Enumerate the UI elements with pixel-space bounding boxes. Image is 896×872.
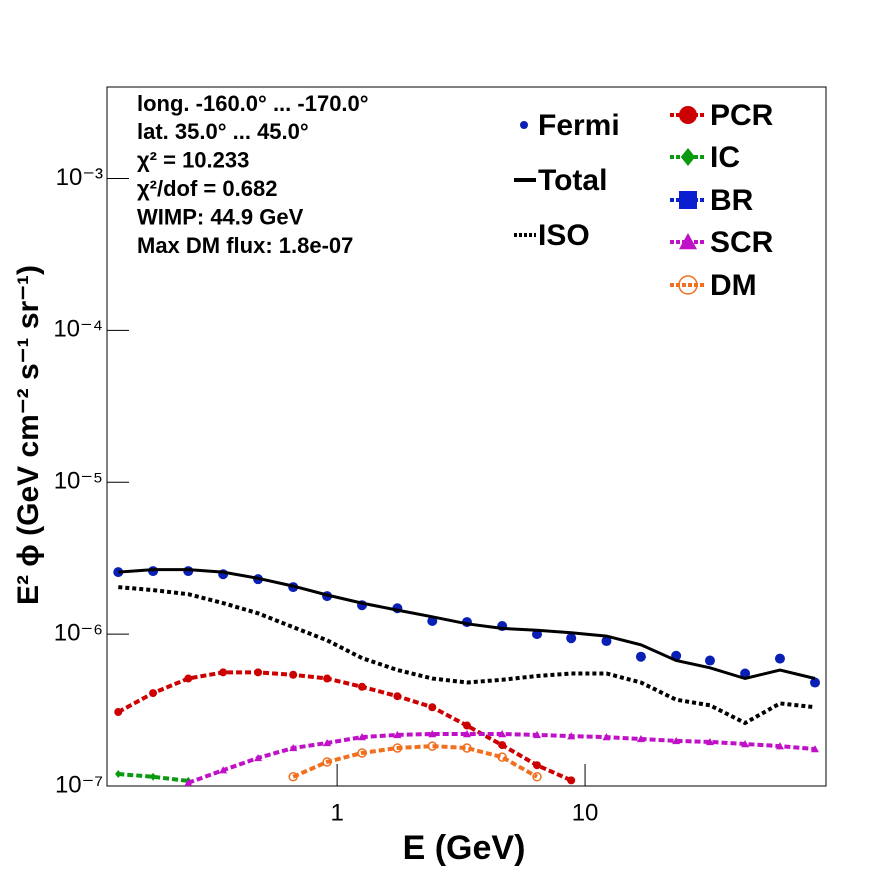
marker — [113, 567, 124, 578]
legend-label: BR — [710, 184, 754, 217]
legend-symbol — [679, 106, 697, 124]
annotation: long. -160.0° ... -170.0° — [137, 91, 369, 116]
marker — [810, 745, 819, 753]
marker — [427, 741, 438, 751]
marker — [149, 772, 157, 781]
marker — [254, 753, 263, 762]
y-tick-label: 10⁻⁷ — [55, 771, 103, 798]
annotation: Max DM flux: 1.8e-07 — [137, 233, 353, 258]
marker — [740, 668, 751, 679]
y-tick-label: 10⁻³ — [56, 164, 103, 191]
annotation: χ²/dof = 0.682 — [137, 176, 277, 201]
legend-symbol — [680, 148, 696, 166]
marker — [219, 668, 228, 677]
x-axis-title: E (GeV) — [403, 829, 526, 867]
legend-label: IC — [710, 141, 740, 174]
marker — [392, 743, 403, 753]
marker — [393, 730, 402, 739]
legend-symbol — [520, 121, 528, 129]
marker — [533, 730, 542, 739]
legend-label: Total — [538, 164, 607, 197]
marker — [289, 743, 298, 752]
marker — [533, 761, 542, 770]
marker — [636, 734, 645, 743]
marker — [323, 738, 332, 747]
legend-item: DM — [670, 269, 757, 302]
series-line — [292, 744, 538, 779]
annotations: long. -160.0° ... -170.0° lat. 35.0° ... … — [137, 91, 369, 258]
marker — [602, 733, 611, 741]
marker — [358, 682, 367, 691]
legend-symbol — [679, 191, 697, 209]
legend-symbol — [679, 233, 697, 250]
marker — [288, 772, 298, 782]
legend-label: Fermi — [538, 109, 620, 142]
marker — [254, 668, 263, 677]
y-tick-label: 10⁻⁶ — [54, 619, 103, 646]
x-tick-label: 1 — [330, 799, 343, 826]
marker — [462, 743, 472, 753]
legend-label: PCR — [710, 99, 774, 132]
marker — [532, 772, 542, 782]
plot-frame — [106, 86, 827, 787]
marker — [184, 674, 193, 683]
marker — [704, 655, 715, 666]
marker — [705, 737, 714, 746]
legend-item: PCR — [670, 99, 774, 132]
legend-item: BR — [670, 184, 754, 217]
legend-symbol — [678, 275, 698, 295]
series-line — [117, 670, 573, 783]
annotation: WIMP: 44.9 GeV — [137, 204, 304, 229]
marker — [149, 689, 158, 698]
marker — [322, 757, 332, 767]
legend-item: SCR — [670, 226, 774, 259]
marker — [462, 729, 471, 738]
marker — [567, 776, 576, 785]
marker — [114, 708, 123, 717]
marker — [184, 778, 193, 786]
marker — [672, 736, 681, 745]
marker — [323, 674, 332, 683]
y-tick-label: 10⁻⁵ — [54, 468, 103, 495]
legend-item: IC — [670, 141, 740, 174]
annotation: lat. 35.0° ... 45.0° — [137, 119, 309, 144]
series-line — [118, 568, 816, 681]
legend-label: ISO — [538, 219, 590, 252]
marker — [635, 651, 646, 662]
legend-item: ISO — [514, 219, 590, 252]
marker — [741, 740, 750, 748]
annotation: χ² = 10.233 — [137, 148, 249, 173]
plot-area — [113, 566, 820, 786]
marker — [567, 732, 576, 740]
y-tick-label: 10⁻⁴ — [53, 316, 103, 343]
legend-item: Total — [514, 164, 607, 197]
marker — [498, 741, 507, 750]
legend-label: DM — [710, 269, 757, 302]
marker — [601, 636, 612, 647]
marker — [219, 766, 228, 774]
legend-label: SCR — [710, 226, 774, 259]
marker — [428, 729, 437, 738]
marker — [462, 721, 471, 730]
legend-item: Fermi — [520, 109, 620, 142]
marker — [115, 769, 122, 778]
marker — [498, 729, 507, 738]
marker — [289, 670, 298, 679]
marker — [428, 703, 437, 712]
y-axis-title: E² ϕ (GeV cm⁻² s⁻¹ sr⁻¹) — [12, 265, 45, 605]
marker — [393, 692, 402, 701]
marker — [566, 633, 577, 644]
marker — [357, 748, 367, 758]
x-tick-label: 10 — [572, 799, 599, 826]
marker — [774, 653, 785, 664]
series-line — [118, 585, 816, 726]
series-line — [118, 772, 189, 783]
marker — [809, 677, 820, 688]
marker — [497, 752, 507, 762]
marker — [358, 733, 367, 741]
marker — [775, 742, 784, 750]
